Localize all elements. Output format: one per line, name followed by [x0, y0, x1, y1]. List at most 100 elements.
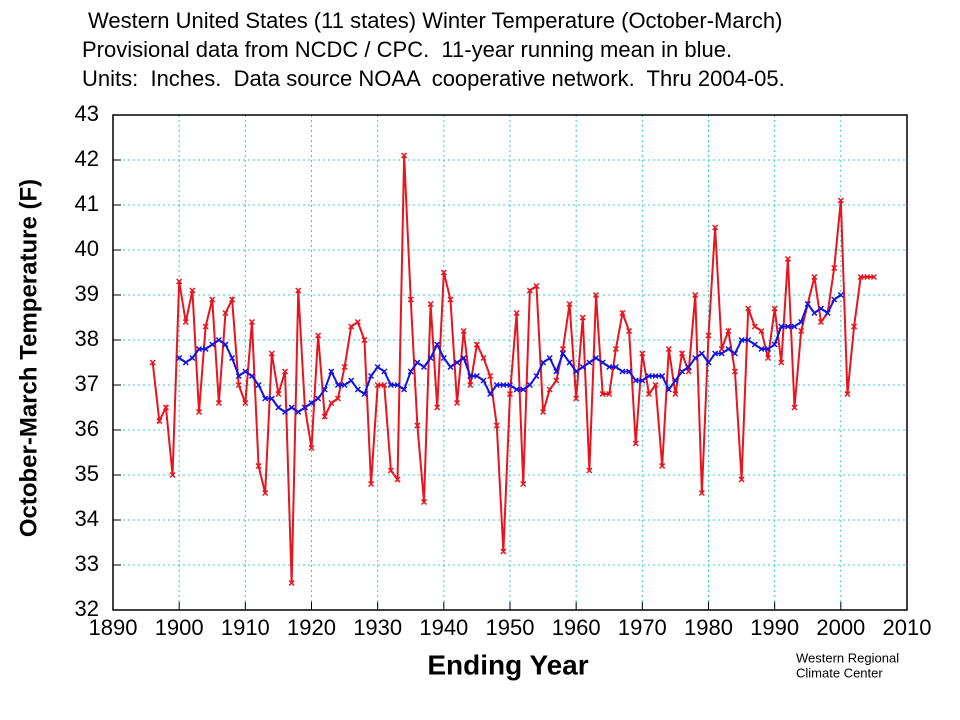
data-point	[540, 359, 547, 366]
data-point	[182, 359, 189, 366]
data-point	[480, 354, 487, 362]
data-point	[513, 386, 520, 393]
data-point	[288, 404, 295, 411]
data-point	[493, 422, 500, 429]
data-point	[454, 359, 461, 366]
data-point	[592, 354, 600, 362]
data-point	[235, 381, 242, 389]
data-point	[473, 341, 480, 348]
data-point	[831, 264, 838, 272]
data-point	[606, 363, 613, 371]
data-point	[427, 354, 434, 362]
data-point	[559, 345, 566, 353]
x-tick-label: 1950	[486, 615, 535, 640]
data-point	[579, 363, 586, 371]
data-point	[414, 359, 421, 366]
data-point	[268, 350, 275, 357]
data-point	[599, 390, 606, 398]
data-point	[520, 386, 527, 393]
data-point	[679, 368, 686, 375]
data-point	[368, 480, 375, 488]
y-tick-label: 41	[75, 191, 99, 216]
x-tick-label: 1900	[155, 615, 204, 640]
data-point	[321, 413, 328, 420]
data-point	[659, 462, 666, 470]
data-point	[738, 336, 745, 344]
data-point	[209, 296, 216, 303]
data-point	[368, 372, 375, 380]
subtitle: Units: Inches. Data source NOAA cooperat…	[82, 66, 785, 91]
data-point	[268, 395, 275, 402]
data-point	[626, 327, 633, 335]
data-point	[784, 255, 791, 263]
data-point	[454, 399, 461, 407]
data-point	[851, 323, 858, 330]
y-tick-label: 34	[75, 506, 99, 531]
y-tick-label: 43	[75, 101, 99, 126]
chart-title: Western United States (11 states) Winter…	[88, 8, 782, 33]
data-point	[242, 399, 249, 407]
data-point	[553, 368, 560, 375]
y-tick-label: 35	[75, 461, 99, 486]
data-point	[791, 404, 798, 411]
data-point	[440, 354, 447, 362]
data-point	[645, 390, 652, 398]
data-point	[262, 395, 269, 402]
x-tick-label: 1930	[353, 615, 402, 640]
data-point	[864, 273, 871, 281]
data-point	[401, 386, 408, 393]
data-point	[573, 368, 580, 375]
data-point	[533, 372, 540, 380]
data-point	[387, 467, 394, 474]
data-point	[308, 399, 315, 407]
data-point	[632, 377, 639, 384]
data-point	[434, 404, 441, 411]
data-point	[229, 296, 236, 303]
data-point	[546, 354, 553, 362]
x-tick-label: 1980	[684, 615, 733, 640]
data-point	[500, 548, 507, 555]
data-point	[162, 404, 169, 411]
data-point	[632, 440, 639, 447]
data-point	[758, 327, 765, 335]
data-point	[341, 381, 348, 389]
data-point	[387, 381, 394, 389]
data-point	[778, 359, 785, 366]
data-point	[334, 395, 341, 402]
data-point	[473, 372, 480, 380]
data-point	[361, 390, 368, 398]
y-tick-label: 42	[75, 146, 99, 171]
data-point	[354, 318, 361, 326]
data-point	[665, 345, 672, 353]
data-point	[407, 368, 414, 375]
data-point	[506, 381, 514, 389]
data-point	[460, 354, 467, 362]
data-point	[315, 395, 322, 402]
data-point	[771, 305, 778, 312]
x-tick-label: 1940	[419, 615, 468, 640]
data-point	[381, 381, 388, 389]
data-point	[692, 354, 699, 362]
data-point	[195, 408, 203, 416]
data-point	[526, 381, 533, 389]
data-point	[811, 309, 818, 317]
y-axis-label: October-March Temperature (F)	[15, 179, 42, 537]
data-point	[467, 381, 474, 389]
data-point	[546, 386, 553, 393]
data-point	[328, 368, 335, 375]
data-point	[612, 363, 619, 371]
data-point	[692, 291, 699, 299]
data-point	[672, 377, 679, 384]
data-point	[467, 372, 474, 380]
data-point	[487, 390, 494, 398]
data-point	[778, 323, 785, 330]
data-point	[837, 291, 844, 299]
data-point	[229, 354, 236, 362]
plot-frame	[112, 114, 908, 611]
data-point	[321, 386, 328, 393]
data-point	[837, 197, 844, 204]
data-point	[685, 368, 692, 375]
data-point	[626, 368, 633, 375]
data-point	[381, 368, 388, 375]
data-point	[606, 390, 613, 398]
